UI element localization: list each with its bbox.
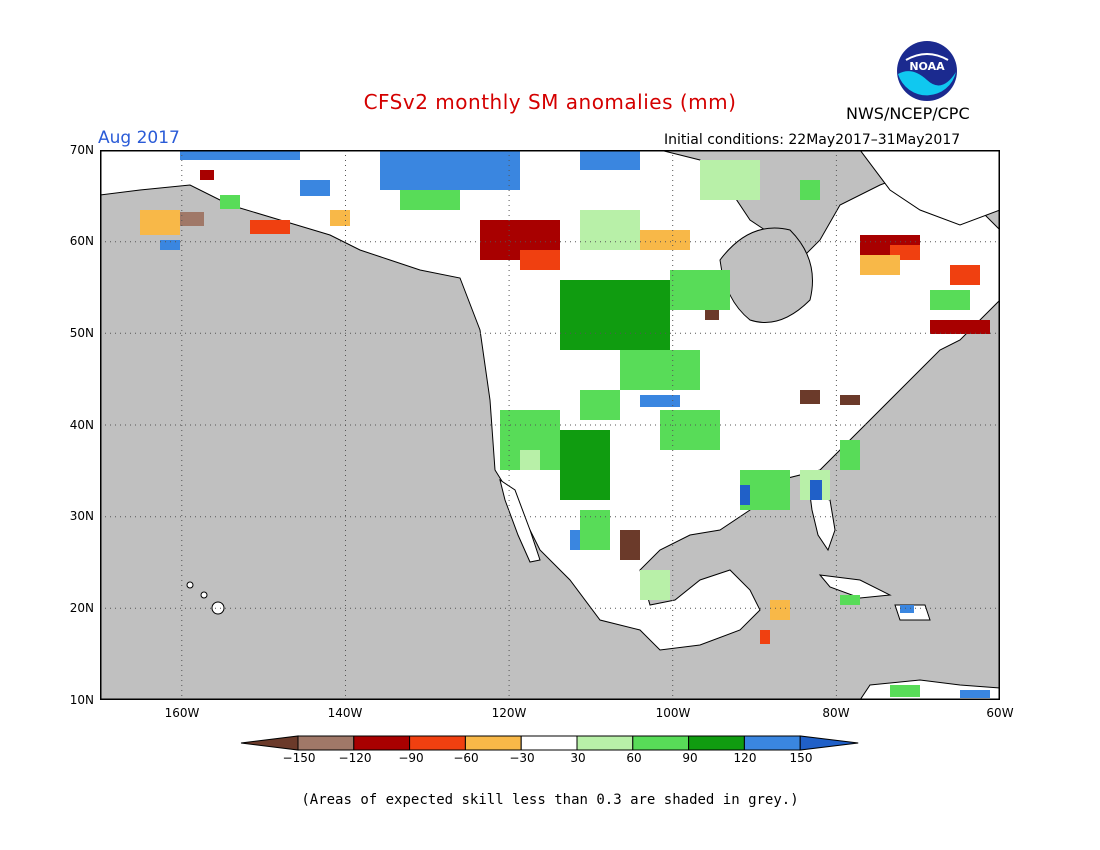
lat-label-60n: 60N: [69, 234, 94, 248]
forecast-month-label: Aug 2017: [98, 128, 180, 148]
colorbar-label: 90: [682, 751, 698, 765]
lat-label-40n: 40N: [69, 418, 94, 432]
colorbar-label: 150: [789, 751, 813, 765]
map-title: CFSv2 monthly SM anomalies (mm): [363, 90, 737, 114]
colorbar-segment: [743, 735, 801, 751]
colorbar: [240, 735, 859, 751]
lon-label-80w: 80W: [822, 706, 850, 720]
land-areas: [100, 150, 1000, 700]
lat-label-30n: 30N: [69, 509, 94, 523]
lat-label-20n: 20N: [69, 601, 94, 615]
graticule: [100, 150, 1000, 700]
lon-label-100w: 100W: [655, 706, 691, 720]
colorbar-segment: [353, 735, 411, 751]
organization-label: NWS/NCEP/CPC: [846, 104, 970, 123]
colorbar-segment: [688, 735, 745, 751]
colorbar-label: 120: [733, 751, 757, 765]
colorbar-segment: [632, 735, 690, 751]
colorbar-arrow-low: [240, 735, 299, 751]
colorbar-segment: [464, 735, 522, 751]
colorbar-label: 60: [626, 751, 642, 765]
lon-label-160w: 160W: [164, 706, 200, 720]
colorbar-arrow-high: [799, 735, 859, 751]
noaa-logo-icon: NOAA: [897, 41, 957, 101]
footnote: (Areas of expected skill less than 0.3 a…: [301, 792, 799, 808]
colorbar-label: −150: [282, 751, 316, 765]
initial-conditions-label: Initial conditions: 22May2017–31May2017: [664, 132, 961, 148]
lon-label-60w: 60W: [986, 706, 1014, 720]
colorbar-segment: [520, 735, 578, 751]
lon-label-120w: 120W: [491, 706, 527, 720]
colorbar-segment: [297, 735, 355, 751]
lat-label-70n: 70N: [69, 143, 94, 157]
colorbar-segment: [576, 735, 634, 751]
logo-text: NOAA: [909, 60, 945, 73]
lat-label-50n: 50N: [69, 326, 94, 340]
colorbar-label: −60: [453, 751, 479, 765]
colorbar-label: −90: [398, 751, 424, 765]
map-frame: [100, 150, 1000, 700]
lat-label-10n: 10N: [69, 693, 94, 707]
colorbar-segment: [409, 735, 466, 751]
lon-label-140w: 140W: [327, 706, 363, 720]
anomaly-cells: [140, 150, 990, 698]
colorbar-label: −30: [509, 751, 535, 765]
colorbar-label: 30: [570, 751, 586, 765]
soil-moisture-anomaly-map: [100, 150, 1000, 700]
colorbar-label: −120: [338, 751, 372, 765]
